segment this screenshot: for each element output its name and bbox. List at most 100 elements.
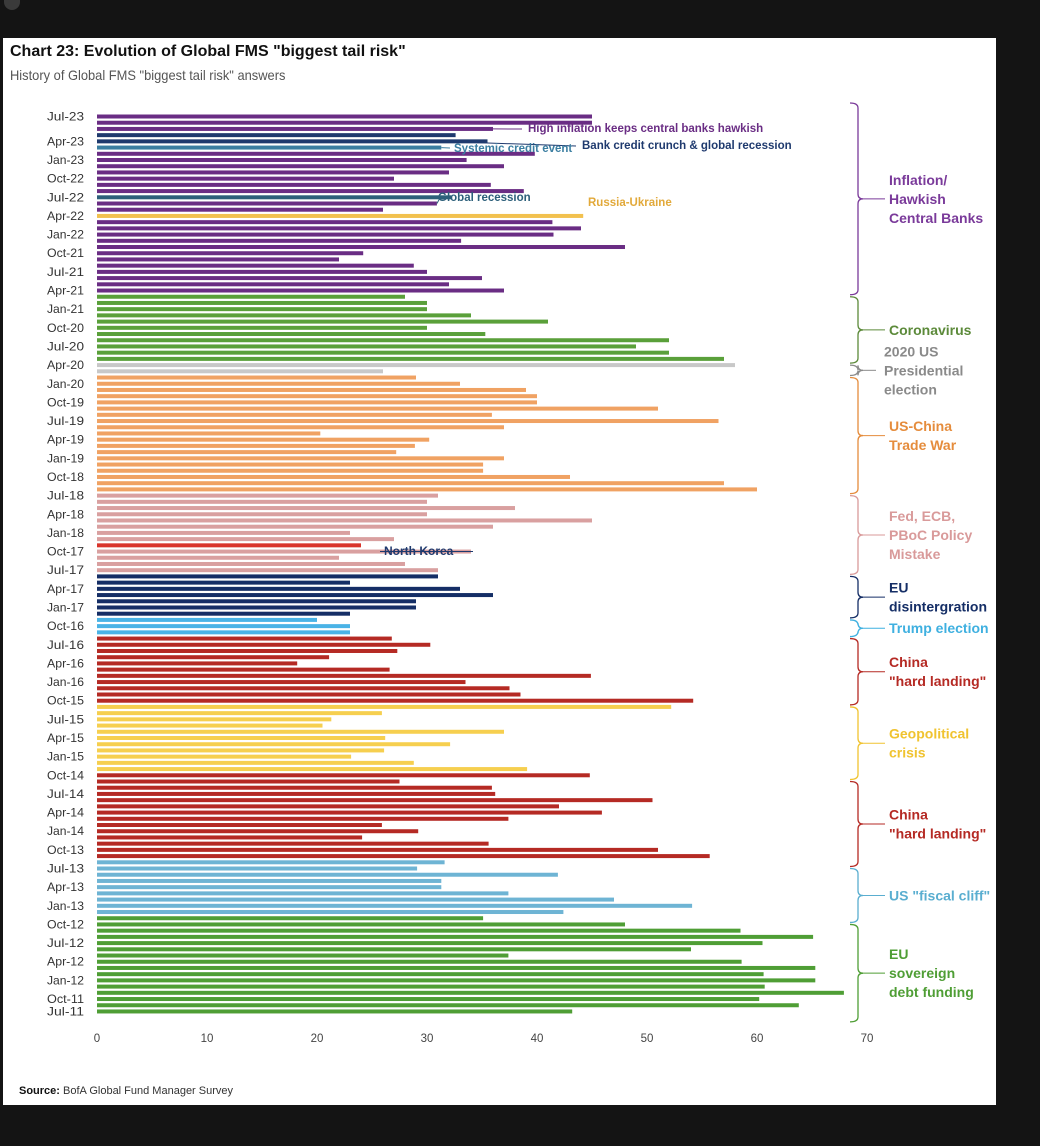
bar <box>97 363 735 368</box>
y-tick-label: Jan-15 <box>47 750 84 764</box>
bar <box>97 773 590 778</box>
bar <box>97 512 427 517</box>
bar <box>97 910 564 915</box>
bar <box>97 854 710 859</box>
legend-group-label: China <box>889 807 928 823</box>
bar <box>97 369 383 374</box>
legend-group-label: Trump election <box>889 620 989 636</box>
bar <box>97 139 488 144</box>
bar <box>97 754 352 759</box>
legend-group-label: 2020 US <box>884 343 938 359</box>
y-tick-label: Jul-13 <box>47 862 84 876</box>
bar <box>97 145 442 150</box>
bar <box>97 947 691 952</box>
bar <box>97 655 330 660</box>
bar <box>97 965 816 970</box>
bar <box>97 704 672 709</box>
legend-group-label: Hawkish <box>889 191 946 207</box>
legend-bracket <box>849 376 864 495</box>
bar <box>97 711 382 716</box>
bar <box>97 742 451 747</box>
legend-bracket <box>849 296 864 364</box>
y-tick-label: Apr-14 <box>47 806 84 820</box>
y-tick-label: Oct-11 <box>47 992 84 1006</box>
bar <box>97 468 484 473</box>
bar <box>97 530 350 535</box>
bar <box>97 276 482 281</box>
legend-bracket <box>849 102 864 296</box>
x-tick-label: 50 <box>641 1033 654 1045</box>
y-tick-label: Apr-12 <box>47 955 84 969</box>
bar <box>97 599 416 604</box>
annotation-label: High inflation keeps central banks hawki… <box>528 123 763 135</box>
bar <box>97 860 445 865</box>
y-tick-label: Jul-18 <box>47 489 84 503</box>
bar <box>97 332 486 337</box>
bar <box>97 288 504 293</box>
bar <box>97 344 636 349</box>
y-tick-label: Apr-20 <box>47 358 84 372</box>
bar <box>97 798 653 803</box>
bar <box>97 605 416 610</box>
bar <box>97 636 392 641</box>
bar <box>97 394 537 399</box>
y-tick-label: Jan-20 <box>47 377 84 391</box>
y-tick-label: Jan-12 <box>47 973 84 987</box>
chart-subtitle: History of Global FMS "biggest tail risk… <box>10 67 286 83</box>
y-tick-label: Apr-17 <box>47 582 84 596</box>
bar <box>97 990 844 995</box>
bar <box>97 195 452 200</box>
bar <box>97 810 602 815</box>
bar <box>97 804 559 809</box>
bar <box>97 748 385 753</box>
bar <box>97 729 504 734</box>
annotation-label: Bank credit crunch & global recession <box>582 140 792 152</box>
bar <box>97 779 400 784</box>
bar <box>97 189 524 194</box>
y-tick-label: Oct-13 <box>47 843 84 857</box>
bar <box>97 325 427 330</box>
y-tick-label: Oct-18 <box>47 470 84 484</box>
bar <box>97 549 471 554</box>
bar <box>97 878 442 883</box>
bar <box>97 170 449 175</box>
bar <box>97 182 491 187</box>
bar <box>97 642 431 647</box>
legend-group-label: US-China <box>889 418 952 434</box>
bar <box>97 978 816 983</box>
legend-group-label: "hard landing" <box>889 826 986 842</box>
y-tick-label: Apr-16 <box>47 656 84 670</box>
legend-bracket <box>849 923 864 1023</box>
bar <box>97 114 592 119</box>
bar <box>97 767 528 772</box>
bar <box>97 624 350 629</box>
annotation-label: Global recession <box>438 192 531 204</box>
bar <box>97 941 763 946</box>
bar <box>97 375 416 380</box>
annotation-label: North Korea <box>384 544 454 558</box>
y-tick-label: Jan-19 <box>47 451 84 465</box>
y-tick-label: Jul-15 <box>47 712 84 726</box>
bar <box>97 561 405 566</box>
bar <box>97 133 456 138</box>
bar <box>97 568 438 573</box>
y-tick-label: Oct-12 <box>47 917 84 931</box>
y-tick-label: Apr-18 <box>47 507 84 521</box>
annotation-leader-line <box>436 197 441 204</box>
legend-group-label: Coronavirus <box>889 322 972 338</box>
legend-group-label: "hard landing" <box>889 673 986 689</box>
bar <box>97 823 382 828</box>
bar <box>97 543 361 548</box>
legend-group-label: Fed, ECB, <box>889 508 955 524</box>
bar <box>97 916 484 921</box>
bar <box>97 829 419 834</box>
y-tick-label: Oct-17 <box>47 545 84 559</box>
legend-group-label: PBoC Policy <box>889 527 972 543</box>
chart-title: Chart 23: Evolution of Global FMS "bigge… <box>10 43 406 60</box>
bar <box>97 903 693 908</box>
bar <box>97 356 724 361</box>
y-tick-label: Jul-16 <box>47 638 84 652</box>
bar <box>97 400 537 405</box>
x-tick-label: 0 <box>94 1033 100 1045</box>
